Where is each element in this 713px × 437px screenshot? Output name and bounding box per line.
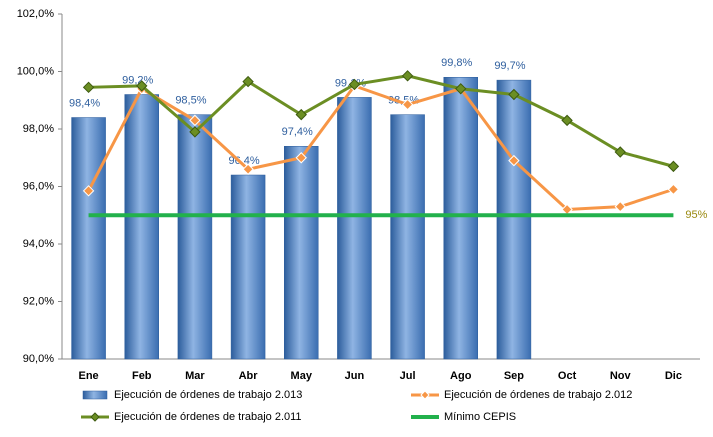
x-tick-label: Oct [558,370,577,382]
data-label: 99,8% [441,57,472,69]
x-tick-label: Ene [78,370,98,382]
x-tick-label: Abr [239,370,259,382]
bar [337,97,372,360]
bar [177,114,213,360]
marker [667,160,680,173]
marker [189,114,201,127]
legend-label: Ejecución de órdenes de trabajo 2.011 [114,411,302,423]
marker [508,154,520,167]
legend-label: Mínimo CEPIS [444,411,516,423]
x-tick-label: Feb [132,370,152,382]
marker [82,81,95,94]
bar [71,117,106,360]
marker [136,80,148,92]
marker [295,108,307,121]
y-tick-label: 90,0% [23,353,54,365]
bar [496,79,532,360]
marker [348,78,361,91]
bar [124,94,159,360]
marker [401,98,414,111]
data-label: 97,4% [282,126,313,138]
marker [189,126,201,138]
x-tick-label: May [291,370,313,382]
legend-label: Ejecución de órdenes de trabajo 2.013 [114,389,302,401]
bar [390,114,425,360]
line [87,84,674,212]
bar [230,174,266,360]
legend-marker [420,390,430,400]
legend-swatch [82,390,108,400]
x-tick-label: Ago [450,370,472,382]
x-tick-label: Jun [345,370,365,382]
y-tick-label: 102,0% [17,8,55,20]
legend-label: Ejecución de órdenes de trabajo 2.012 [444,389,632,401]
marker [455,83,467,95]
bar [443,77,478,360]
marker [667,183,680,196]
bar [284,146,319,360]
x-tick-label: Nov [610,370,632,382]
x-tick-label: Mar [185,370,205,382]
data-label: 95% [685,209,707,221]
x-tick-label: Jul [400,370,416,382]
y-tick-label: 98,0% [23,123,54,135]
x-tick-label: Sep [504,370,524,382]
legend-marker [90,412,100,422]
marker [401,70,414,82]
marker [82,185,95,197]
marker [614,146,626,158]
marker [242,163,254,175]
marker [242,75,254,88]
marker [295,152,307,164]
data-label: 99,2% [122,74,153,86]
x-tick-label: Dic [665,370,682,382]
y-tick-label: 100,0% [17,65,55,77]
data-label: 99,7% [494,60,525,72]
marker [561,114,573,127]
marker [614,200,626,213]
data-label: 98,4% [69,97,100,109]
data-label: 98,5% [175,95,206,107]
y-tick-label: 94,0% [23,238,54,250]
line [88,74,674,168]
y-tick-label: 92,0% [23,295,54,307]
y-tick-label: 96,0% [23,180,54,192]
marker [508,88,520,101]
